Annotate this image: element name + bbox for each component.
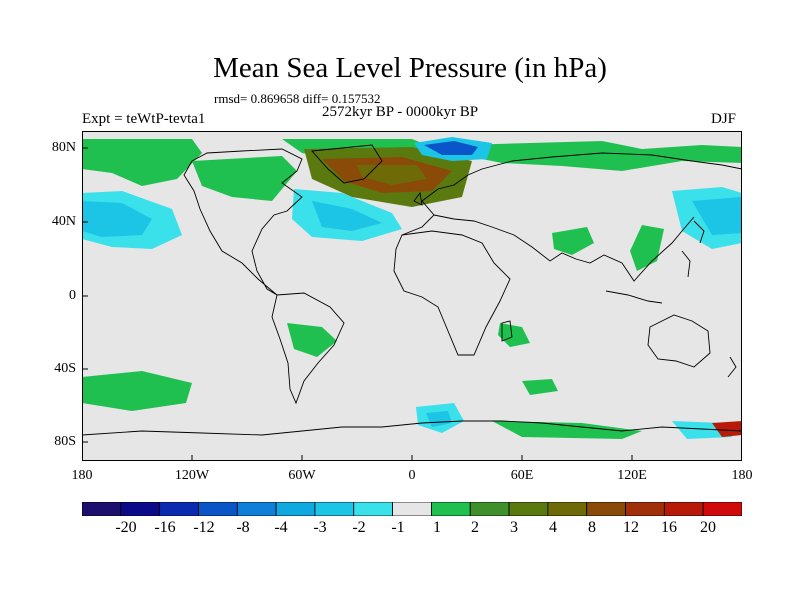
colorbar-swatch <box>198 502 238 516</box>
colorbar-swatch <box>431 502 471 516</box>
colorbar-swatch <box>314 502 355 516</box>
coast-madagascar <box>501 320 513 342</box>
lat-label-40s: 40S <box>54 361 76 376</box>
time-period-label: 2572kyr BP - 0000kyr BP <box>322 104 479 120</box>
colorbar-swatch <box>625 502 665 516</box>
colorbar-label: -1 <box>391 519 405 536</box>
coast-greenland <box>311 144 383 184</box>
colorbar-label: -2 <box>352 519 366 536</box>
lon-label-60e: 60E <box>510 468 534 483</box>
colorbar-swatch <box>159 502 199 516</box>
colorbar-label: 4 <box>549 519 557 536</box>
coast-indonesia <box>605 290 663 304</box>
axis-ticks <box>82 147 633 461</box>
anomaly-north-pacific-core <box>82 201 152 237</box>
colorbar-swatch <box>702 502 742 516</box>
colorbar-swatch <box>236 502 277 516</box>
colorbar-label: 2 <box>471 519 479 536</box>
map-title: Mean Sea Level Pressure (in hPa) <box>213 52 607 84</box>
colorbar-swatch <box>120 502 161 516</box>
lon-label-180w: 180 <box>71 468 93 483</box>
lon-label-60w: 60W <box>288 468 316 483</box>
colorbar-label: -4 <box>274 519 288 536</box>
anomaly-east-asia-green <box>630 225 664 271</box>
colorbar-label: -8 <box>236 519 250 536</box>
coast-north-america <box>183 148 303 296</box>
coast-australia <box>647 314 711 368</box>
anomaly-antarctic-positive <box>712 421 742 437</box>
colorbar <box>82 502 742 516</box>
colorbar-swatch <box>508 502 549 516</box>
lon-label-180e: 180 <box>731 468 753 483</box>
colorbar-swatch <box>392 502 432 516</box>
coast-japan <box>693 220 705 244</box>
coast-antarctica <box>82 420 742 436</box>
season-label: DJF <box>711 111 737 127</box>
anomaly-eurasia-green <box>462 141 742 171</box>
coast-new-zealand <box>727 356 737 378</box>
colorbar-swatch <box>275 502 316 516</box>
pressure-anomaly-map <box>82 131 742 461</box>
anomaly-asia-green <box>552 227 594 255</box>
colorbar-swatch <box>82 502 122 516</box>
coast-philippines <box>681 250 691 278</box>
anomaly-shading <box>82 137 742 439</box>
anomaly-barents-strong-negative <box>424 141 478 155</box>
rmsd-diff-stats: rmsd= 0.869658 diff= 0.157532 <box>214 91 381 106</box>
coast-eurasia-north <box>401 152 742 236</box>
coast-africa <box>393 230 511 356</box>
colorbar-label: 12 <box>623 519 639 536</box>
lon-label-120w: 120W <box>174 468 210 483</box>
colorbar-swatch <box>663 502 704 516</box>
experiment-label: Expt = teWtP-tevta1 <box>82 111 206 127</box>
coast-uk <box>413 191 423 206</box>
lat-label-0: 0 <box>69 288 76 303</box>
coastlines <box>82 144 742 436</box>
colorbar-label: -3 <box>313 519 327 536</box>
lat-label-80n: 80N <box>51 140 76 155</box>
colorbar-label: 20 <box>700 519 716 536</box>
coast-south-america <box>271 292 345 405</box>
colorbar-swatch <box>586 502 626 516</box>
colorbar-label: -12 <box>193 519 215 536</box>
colorbar-label: 16 <box>661 519 677 536</box>
anomaly-antarctic-core <box>426 411 452 427</box>
colorbar-swatch <box>469 502 510 516</box>
anomaly-north-america-green <box>192 156 297 201</box>
anomaly-antarctic-green <box>492 421 642 439</box>
anomaly-west-pacific-core <box>692 197 742 235</box>
coast-asia-south <box>433 214 695 282</box>
anomaly-south-america-green <box>287 323 337 357</box>
anomaly-north-atlantic-core <box>357 165 427 185</box>
lat-label-40n: 40N <box>51 214 76 229</box>
colorbar-label: -16 <box>154 519 176 536</box>
colorbar-label: 8 <box>588 519 596 536</box>
anomaly-southern-indian-green <box>522 379 558 395</box>
colorbar-swatch <box>547 502 588 516</box>
colorbar-swatch <box>353 502 393 516</box>
lat-label-80s: 80S <box>54 434 76 449</box>
anomaly-south-pacific-green <box>82 371 192 411</box>
lon-label-120e: 120E <box>617 468 647 483</box>
anomaly-north-pacific-green <box>82 139 202 186</box>
colorbar-label: 1 <box>433 519 441 536</box>
colorbar-label: -20 <box>115 519 137 536</box>
anomaly-atlantic-core <box>312 201 382 231</box>
colorbar-label: 3 <box>510 519 518 536</box>
lon-label-0: 0 <box>408 468 416 483</box>
anomaly-indian-ocean-green <box>498 323 530 347</box>
